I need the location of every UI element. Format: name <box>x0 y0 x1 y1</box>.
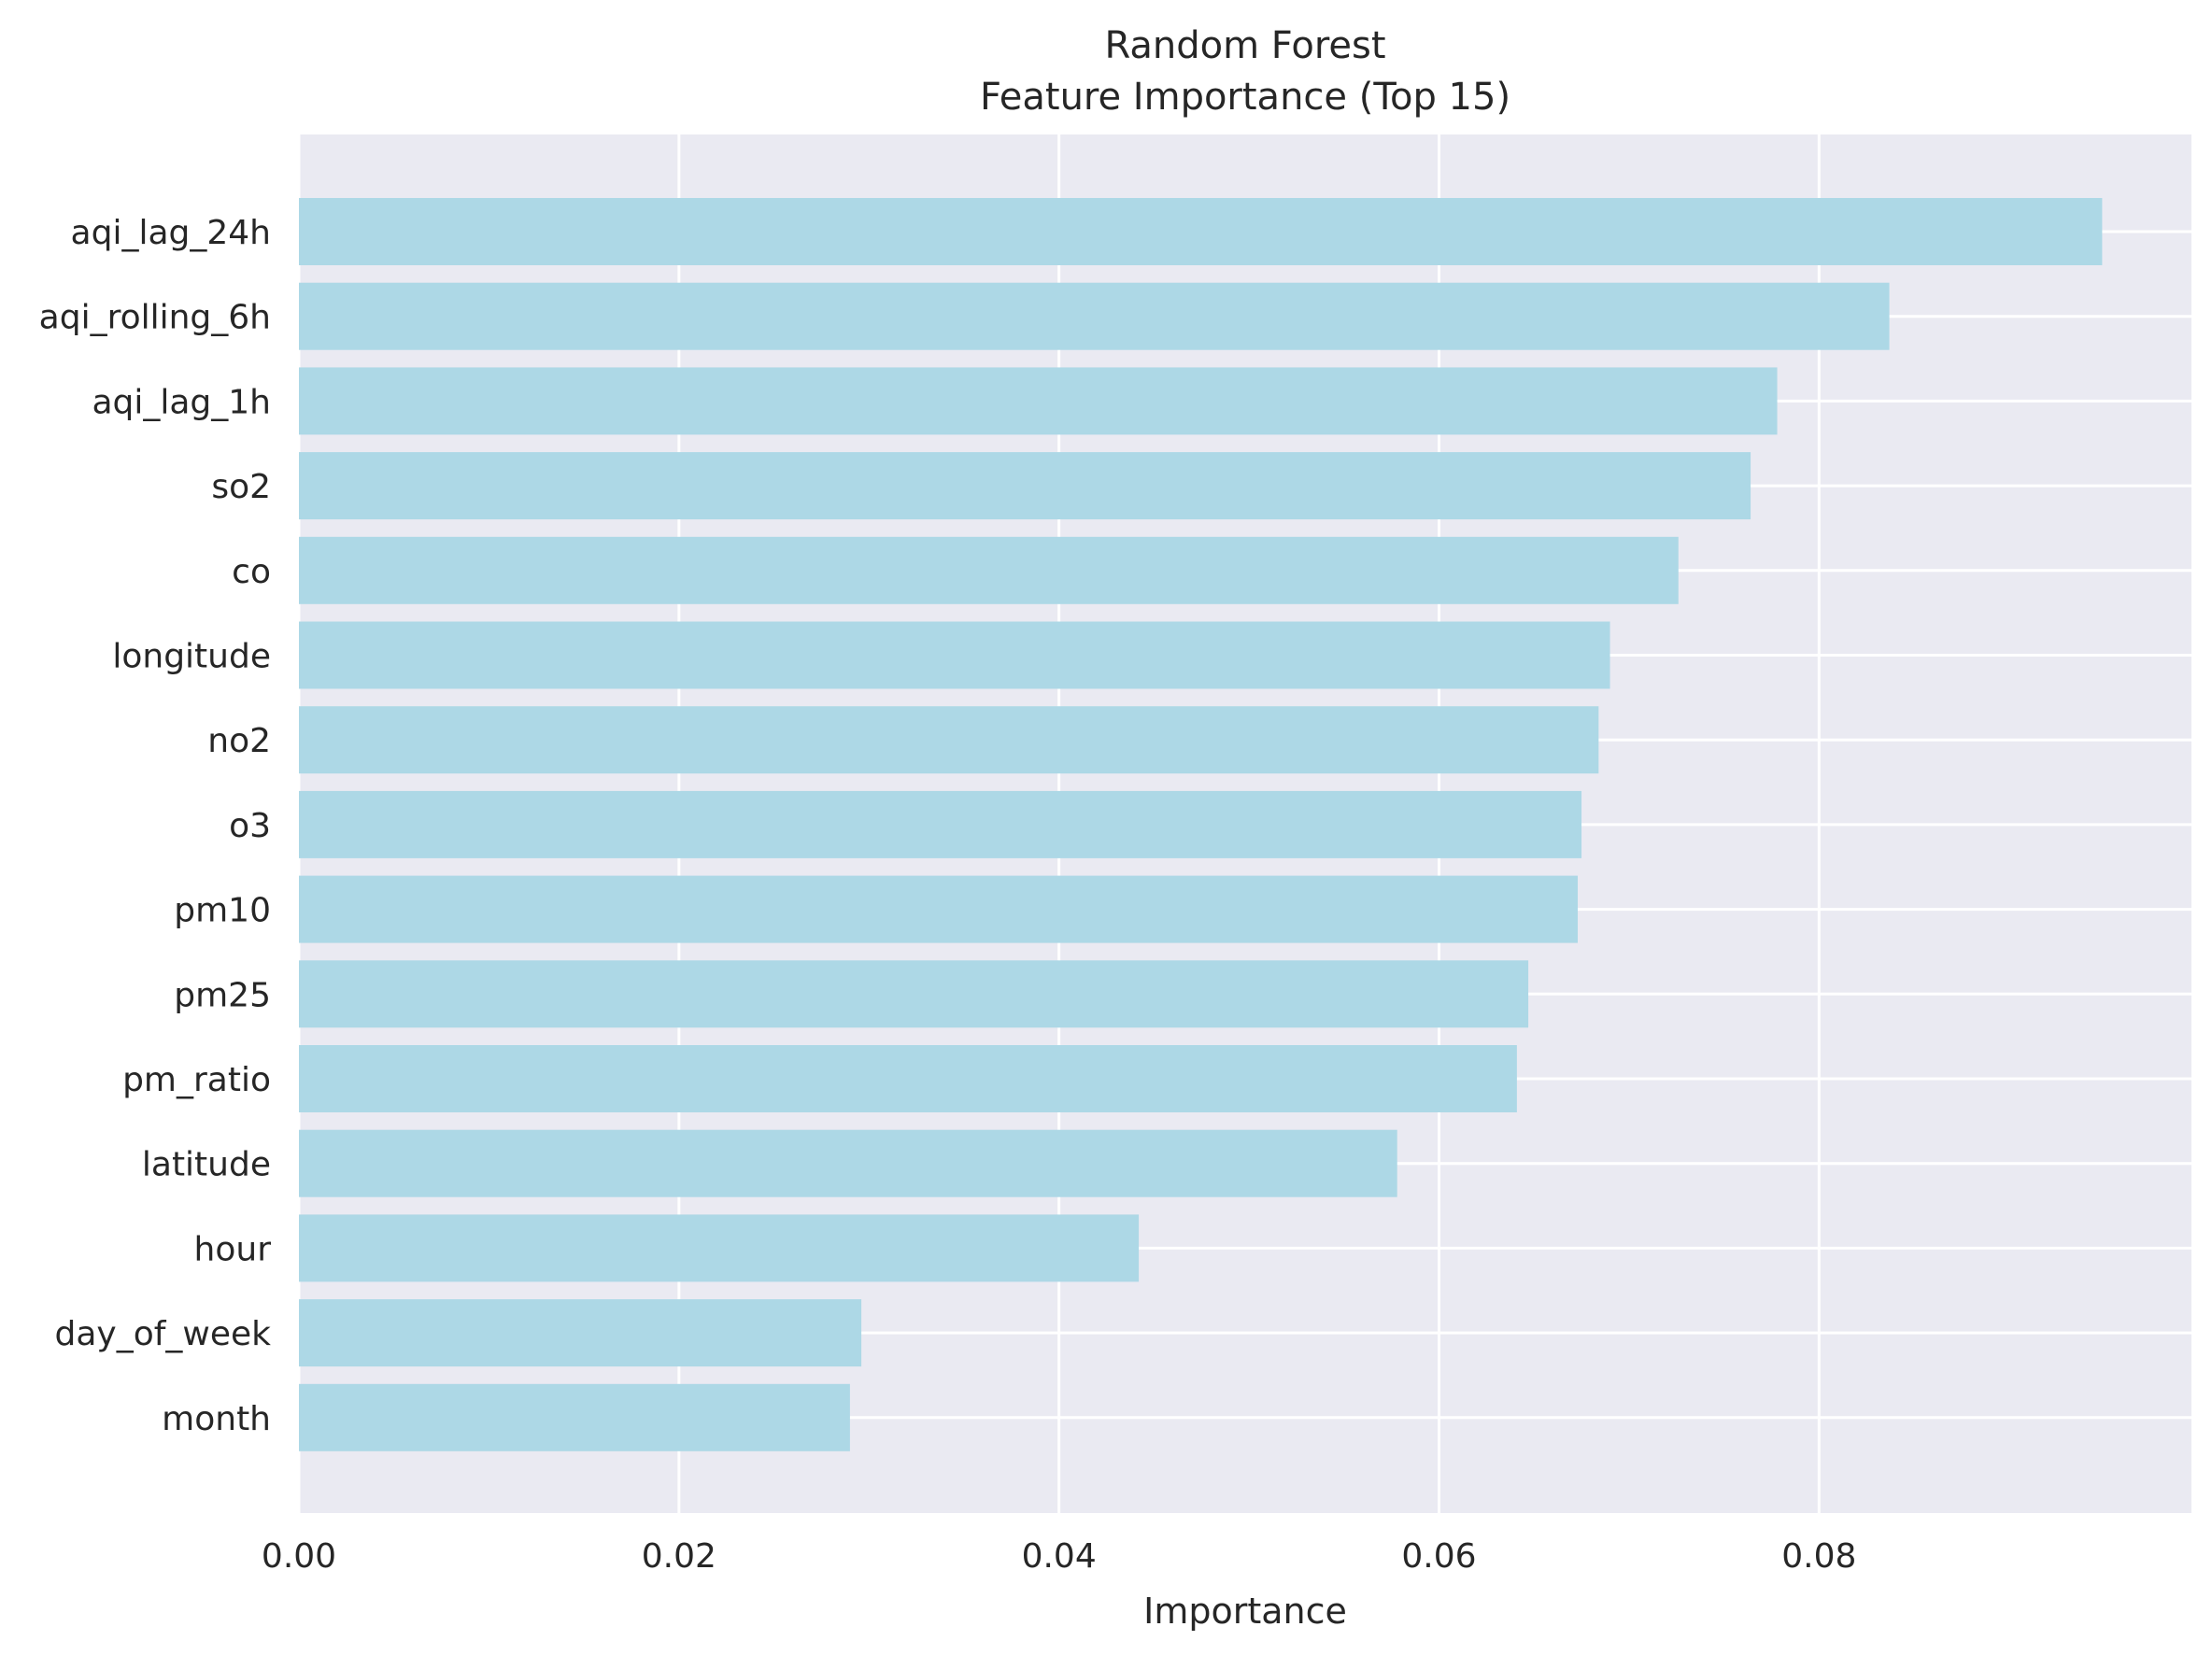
bar-aqi-lag-1h <box>299 367 1778 435</box>
bar-co <box>299 536 1679 604</box>
bar-no2 <box>299 706 1599 774</box>
y-tick-label: pm10 <box>174 892 271 930</box>
chart-title-line-1: Random Forest <box>1104 24 1385 67</box>
y-tick-label: day_of_week <box>54 1315 271 1353</box>
bar-aqi-lag-24h <box>299 198 2103 265</box>
bar-o3 <box>299 790 1582 858</box>
chart-title-line-2: Feature Importance (Top 15) <box>980 76 1510 119</box>
x-tick-label: 0.04 <box>1022 1537 1097 1576</box>
x-tick-label: 0.08 <box>1781 1537 1856 1576</box>
y-tick-label: latitude <box>142 1146 271 1184</box>
y-tick-labels: aqi_lag_24h aqi_rolling_6h aqi_lag_1h so2 co… <box>39 214 272 1438</box>
bar-hour <box>299 1214 1140 1282</box>
bar-pm25 <box>299 960 1529 1028</box>
y-tick-label: aqi_rolling_6h <box>39 299 271 337</box>
x-tick-label: 0.02 <box>642 1537 716 1576</box>
y-tick-label: co <box>232 553 271 591</box>
y-tick-label: no2 <box>207 722 271 760</box>
y-tick-label: pm25 <box>174 976 271 1014</box>
bar-longitude <box>299 621 1610 689</box>
bar-pm10 <box>299 875 1578 943</box>
y-tick-label: longitude <box>112 638 271 676</box>
y-tick-label: so2 <box>211 468 271 506</box>
y-tick-label: pm_ratio <box>122 1061 271 1099</box>
x-tick-label: 0.00 <box>262 1537 336 1576</box>
bar-aqi-rolling-6h <box>299 282 1890 350</box>
bar-latitude <box>299 1129 1397 1197</box>
y-tick-label: o3 <box>229 807 271 845</box>
y-tick-label: aqi_lag_1h <box>92 383 271 421</box>
bar-pm-ratio <box>299 1045 1517 1112</box>
x-tick-labels: 0.00 0.02 0.04 0.06 0.08 <box>262 1537 1856 1576</box>
x-axis-label: Importance <box>1143 1591 1347 1632</box>
bar-so2 <box>299 452 1751 520</box>
y-tick-label: month <box>162 1400 271 1438</box>
y-tick-label: aqi_lag_24h <box>71 214 271 252</box>
x-tick-label: 0.06 <box>1401 1537 1476 1576</box>
bars <box>299 198 2103 1451</box>
bar-month <box>299 1383 850 1451</box>
bar-day-of-week <box>299 1299 862 1367</box>
y-tick-label: hour <box>194 1230 272 1268</box>
